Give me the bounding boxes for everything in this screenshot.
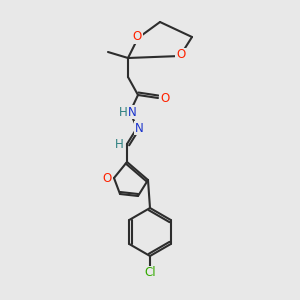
Text: O: O <box>160 92 169 104</box>
Text: O: O <box>176 49 186 62</box>
Text: N: N <box>135 122 143 134</box>
Text: H: H <box>118 106 127 118</box>
Text: Cl: Cl <box>144 266 156 280</box>
Text: O: O <box>132 31 142 44</box>
Text: O: O <box>102 172 112 184</box>
Text: H: H <box>115 137 123 151</box>
Text: N: N <box>128 106 136 118</box>
